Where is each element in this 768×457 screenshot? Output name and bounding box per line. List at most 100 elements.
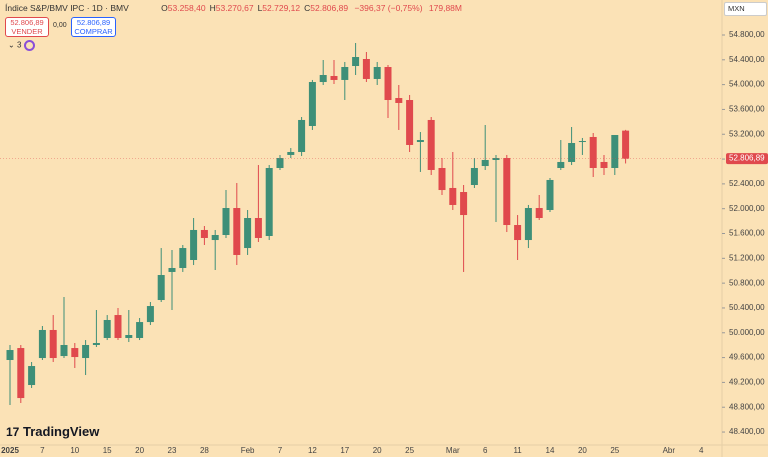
candle-body	[28, 366, 36, 386]
x-tick-label: Mar	[446, 446, 460, 455]
candle-body	[298, 119, 306, 152]
x-tick-label: 28	[200, 446, 209, 455]
candle-body	[503, 158, 511, 226]
candle-body	[330, 75, 338, 80]
candle-body	[524, 208, 532, 241]
candle-body	[179, 248, 187, 269]
x-tick-label: 4	[699, 446, 704, 455]
x-tick-label: 25	[405, 446, 414, 455]
candle-body	[254, 218, 262, 238]
x-tick-label: 17	[340, 446, 349, 455]
x-tick-label: Feb	[241, 446, 255, 455]
y-tick-label: 49.600,00	[729, 353, 765, 362]
change: −396,37 (−0,75%)	[354, 3, 423, 13]
buy-label: COMPRAR	[74, 27, 113, 36]
x-tick-label: 6	[483, 446, 488, 455]
y-tick-label: 53.600,00	[729, 105, 765, 114]
candle-body	[416, 140, 424, 143]
x-tick-label: 10	[70, 446, 79, 455]
sell-button[interactable]: 52.806,89 VENDER	[5, 17, 49, 37]
candle-body	[427, 119, 435, 170]
candle-body	[265, 167, 273, 236]
y-tick-label: 50.800,00	[729, 278, 765, 287]
candle-body	[546, 179, 554, 210]
candle-body	[319, 75, 327, 83]
y-tick-label: 54.000,00	[729, 80, 765, 89]
sell-price: 52.806,89	[10, 18, 44, 27]
y-tick-label: 50.000,00	[729, 328, 765, 337]
x-tick-label: 20	[135, 446, 144, 455]
candle-body	[406, 100, 414, 145]
candle-body	[60, 344, 68, 357]
candle-body	[38, 329, 46, 359]
candle-body	[190, 229, 198, 261]
candle-body	[352, 57, 360, 67]
x-tick-label: 7	[40, 446, 45, 455]
candle-body	[276, 158, 284, 168]
candle-body	[470, 167, 478, 185]
chart-title: Índice S&P/BMV IPC · 1D · BMV	[5, 3, 129, 13]
candle-body	[578, 141, 586, 143]
ohlc-key: C	[304, 3, 311, 13]
y-tick-label: 51.200,00	[729, 253, 765, 262]
indicators[interactable]: ⌄ 3	[8, 40, 35, 51]
candle-body	[244, 218, 252, 249]
indicator-count: 3	[16, 40, 22, 50]
x-tick-label: Abr	[663, 446, 676, 455]
candle-body	[222, 208, 230, 236]
ohlc-key: L	[257, 3, 263, 13]
candle-body	[395, 98, 403, 103]
y-tick-label: 53.200,00	[729, 129, 765, 138]
candle-body	[481, 159, 489, 167]
y-tick-label: 49.200,00	[729, 378, 765, 387]
logo-text: TradingView	[22, 424, 100, 439]
candle-body	[168, 268, 176, 272]
x-tick-label: 20	[373, 446, 382, 455]
candle-body	[557, 161, 565, 168]
candle-body	[438, 167, 446, 191]
candle-body	[103, 319, 111, 338]
y-tick-label: 52.000,00	[729, 204, 765, 213]
currency[interactable]: MXN	[724, 2, 767, 16]
candle-body	[287, 151, 295, 155]
x-tick-label: 23	[168, 446, 177, 455]
ohlc: O53.258,40 H53.270,67 L52.729,12 C52.806,89	[161, 3, 352, 13]
buy-price: 52.806,89	[76, 18, 111, 27]
candle-body	[200, 229, 208, 238]
y-tick-label: 48.400,00	[729, 427, 765, 436]
candle-body	[611, 134, 619, 168]
x-tick-label: 14	[546, 446, 555, 455]
candle-body	[136, 322, 144, 338]
candle-body	[373, 67, 381, 79]
candle-body	[114, 315, 122, 338]
y-tick-label: 50.400,00	[729, 303, 765, 312]
candle-body	[71, 348, 79, 358]
candle-body	[6, 350, 14, 361]
x-tick-label: 7	[278, 446, 283, 455]
candle-body	[341, 67, 349, 80]
x-tick-label: 2025	[1, 446, 19, 455]
candle-body	[125, 335, 133, 338]
candle-body	[589, 136, 597, 168]
volume: 179,88M	[428, 3, 462, 13]
candle-body	[211, 235, 219, 241]
sell-label: VENDER	[11, 27, 43, 36]
last-price-tag	[726, 153, 768, 165]
y-tick-label: 48.800,00	[729, 402, 765, 411]
candle-body	[82, 344, 90, 359]
candle-body	[492, 158, 500, 160]
y-tick-label: 54.800,00	[729, 30, 765, 39]
candle-body	[535, 208, 543, 219]
y-tick-label: 52.400,00	[729, 179, 765, 188]
last-price-label: 52.806,89	[729, 154, 765, 163]
x-tick-label: 11	[513, 446, 522, 455]
y-tick-label: 51.600,00	[729, 229, 765, 238]
candle-body	[146, 306, 154, 323]
ohlc-value: 53.270,67	[215, 3, 254, 13]
buy-button[interactable]: 52.806,89 COMPRAR	[71, 17, 116, 37]
candle-body	[600, 161, 608, 168]
x-tick-label: 12	[308, 446, 317, 455]
logo: 17 TradingView	[6, 424, 100, 439]
header: Índice S&P/BMV IPC · 1D · BMV O53.258,40…	[5, 3, 462, 13]
